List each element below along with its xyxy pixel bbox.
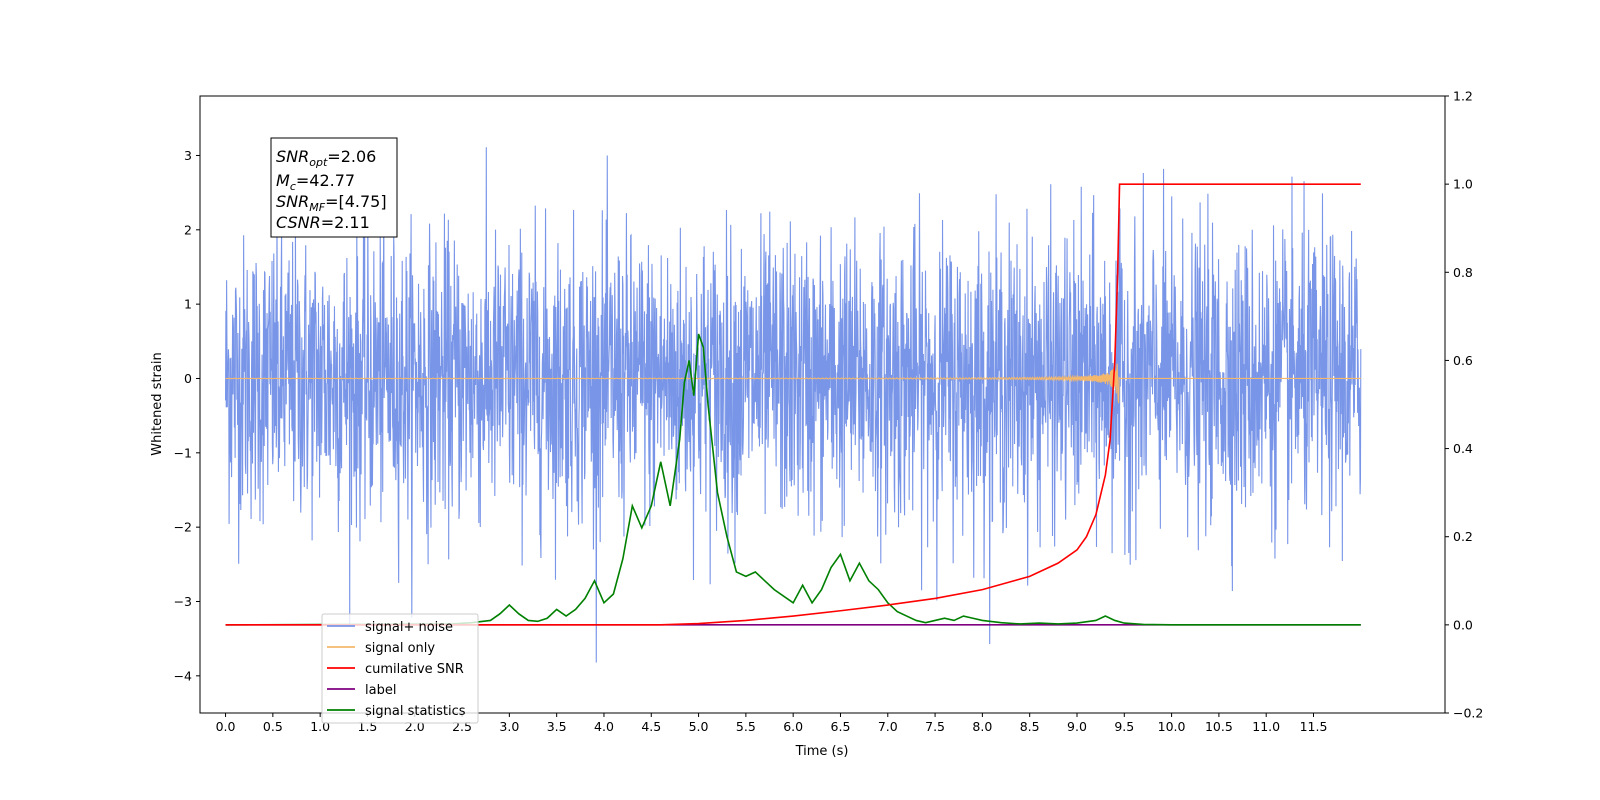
y-tick-label: −2	[174, 520, 192, 535]
x-tick-label: 3.0	[499, 719, 519, 734]
series-signal-only-line	[225, 363, 1361, 404]
y-tick-label: 3	[184, 148, 192, 163]
x-tick-label: 8.5	[1020, 719, 1040, 734]
x-tick-label: 8.0	[972, 719, 992, 734]
legend-label: signal statistics	[365, 704, 466, 719]
x-tick-label: 0.0	[216, 719, 236, 734]
y-tick-label: −3	[174, 594, 192, 609]
y-axis-left: 3 2 1 0 −1 −2 −3 −4	[174, 148, 200, 683]
series-signal-statistics-line	[225, 333, 1361, 626]
legend-item-signal-noise: signal+ noise	[327, 620, 453, 635]
x-tick-label: 10.0	[1158, 719, 1186, 734]
y-axis-label: Whitened strain	[150, 352, 165, 455]
y2-tick-label: 1.0	[1453, 177, 1473, 192]
x-tick-label: 9.5	[1114, 719, 1134, 734]
legend-item-label: label	[327, 683, 396, 698]
x-tick-label: 11.5	[1300, 719, 1328, 734]
snr-opt-text: SNRopt=2.06	[276, 147, 376, 169]
y2-tick-label: 0.4	[1453, 441, 1473, 456]
x-tick-label: 6.5	[831, 719, 851, 734]
y-tick-label: −1	[174, 445, 192, 460]
x-tick-label: 10.5	[1205, 719, 1233, 734]
x-tick-label: 7.0	[878, 719, 898, 734]
legend: signal+ noise signal only cumilative SNR…	[321, 613, 479, 724]
y-tick-label: −4	[174, 668, 192, 683]
x-tick-label: 4.0	[594, 719, 614, 734]
mc-text: Mc=42.77	[276, 171, 355, 193]
x-tick-label: 3.5	[547, 719, 567, 734]
y2-tick-label: −0.2	[1453, 706, 1483, 721]
snr-mf-text: SNRMF=[4.75]	[276, 192, 387, 214]
y-tick-label: 1	[184, 297, 192, 312]
x-tick-label: 6.0	[783, 719, 803, 734]
csnr-text: CSNR=2.11	[276, 213, 370, 232]
x-tick-label: 7.5	[925, 719, 945, 734]
x-tick-label: 4.5	[641, 719, 661, 734]
x-tick-label: 5.5	[736, 719, 756, 734]
y2-tick-label: 1.2	[1453, 89, 1473, 104]
y-tick-label: 0	[184, 371, 192, 386]
x-tick-label: 9.0	[1067, 719, 1087, 734]
stats-annotation: SNRopt=2.06 Mc=42.77 SNRMF=[4.75] CSNR=2…	[270, 137, 398, 238]
x-tick-label: 5.0	[689, 719, 709, 734]
legend-label: label	[365, 683, 396, 698]
x-axis-label: Time (s)	[795, 744, 849, 759]
y2-tick-label: 0.2	[1453, 529, 1473, 544]
legend-label: cumilative SNR	[365, 662, 464, 677]
plot-frame	[199, 95, 1446, 714]
legend-item-signal-only: signal only	[327, 641, 435, 656]
y2-tick-label: 0.6	[1453, 353, 1473, 368]
x-tick-label: 0.5	[263, 719, 283, 734]
y2-tick-label: 0.8	[1453, 265, 1473, 280]
y2-tick-label: 0.0	[1453, 617, 1473, 632]
y-axis-right: 1.2 1.0 0.8 0.6 0.4 0.2 0.0 −0.2	[1445, 89, 1483, 721]
legend-label: signal+ noise	[365, 620, 453, 635]
y-tick-label: 2	[184, 222, 192, 237]
series-cumulative-snr-line	[225, 183, 1361, 626]
x-tick-label: 11.0	[1252, 719, 1280, 734]
legend-item-cumulative-snr: cumilative SNR	[327, 662, 464, 677]
series-signal-noise-line	[224, 147, 1362, 663]
legend-item-signal-statistics: signal statistics	[327, 704, 466, 719]
legend-label: signal only	[365, 641, 435, 656]
